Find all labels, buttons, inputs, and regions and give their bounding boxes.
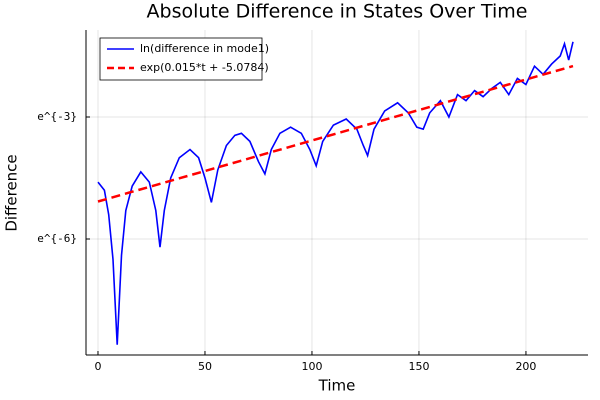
chart-title: Absolute Difference in States Over Time xyxy=(147,1,528,23)
y-tick-label: e^{-6} xyxy=(37,232,77,245)
legend-box xyxy=(99,37,263,81)
x-tick-label: 200 xyxy=(515,360,536,373)
x-tick-label: 50 xyxy=(198,360,212,373)
x-tick-label: 100 xyxy=(301,360,322,373)
series-line xyxy=(97,64,574,203)
y-tick-label: e^{-3} xyxy=(37,110,77,123)
legend-label: exp(0.015*t + -5.0784) xyxy=(140,61,269,74)
series-line xyxy=(97,41,574,345)
y-axis-label: Difference xyxy=(3,154,21,231)
x-axis-label: Time xyxy=(318,377,356,395)
legend-label: ln(difference in mode1) xyxy=(140,42,269,55)
x-tick-label: 0 xyxy=(94,360,101,373)
x-tick-label: 150 xyxy=(408,360,429,373)
